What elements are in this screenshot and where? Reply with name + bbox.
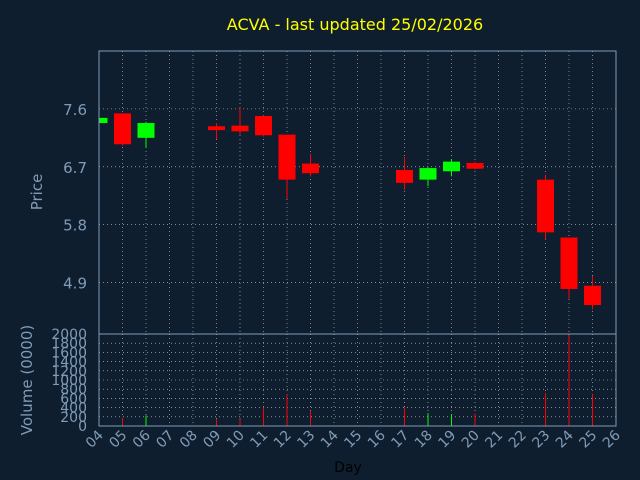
candle-body bbox=[99, 117, 108, 124]
frame-layer bbox=[98, 50, 617, 427]
chart-title: ACVA - last updated 25/02/2026 bbox=[227, 15, 483, 34]
volume-tick-label: 1200 bbox=[51, 364, 87, 380]
candle-body bbox=[255, 115, 272, 136]
candle-body bbox=[114, 113, 131, 145]
candle-body bbox=[302, 163, 319, 174]
price-tick-label: 7.6 bbox=[63, 101, 87, 119]
volume-tick-label: 1800 bbox=[51, 336, 87, 352]
volume-tick-label: 200 bbox=[60, 410, 87, 426]
volume-tick-label: 0 bbox=[78, 419, 87, 435]
volume-tick-label: 1400 bbox=[51, 355, 87, 371]
candle-body bbox=[466, 162, 484, 169]
price-tick-label: 5.8 bbox=[63, 217, 87, 235]
price-tick-label: 6.7 bbox=[63, 159, 87, 177]
volume-panel-frame bbox=[98, 333, 617, 427]
candle-body bbox=[584, 285, 601, 306]
tick-label-layer: 4.9 5.8 6.7 7.6 0200400600800100012001400160… bbox=[51, 101, 624, 452]
candle-body bbox=[137, 123, 155, 138]
candle-body bbox=[443, 161, 460, 172]
candle-body bbox=[419, 168, 437, 180]
price-tick-label: 4.9 bbox=[63, 275, 87, 293]
price-axis-label: Price bbox=[28, 174, 46, 211]
candle-body bbox=[208, 126, 225, 131]
volume-tick-label: 400 bbox=[60, 401, 87, 417]
candle-body bbox=[396, 169, 413, 183]
candle-body bbox=[278, 134, 296, 180]
candle-body bbox=[231, 125, 249, 132]
marks-layer bbox=[98, 107, 601, 426]
volume-tick-label: 1000 bbox=[51, 373, 87, 389]
candle-body bbox=[560, 237, 578, 289]
volume-tick-label: 800 bbox=[60, 382, 87, 398]
candle-body bbox=[537, 179, 554, 233]
volume-tick-label: 2000 bbox=[51, 327, 87, 343]
volume-tick-label: 600 bbox=[60, 391, 87, 407]
volume-tick-label: 1600 bbox=[51, 345, 87, 361]
x-axis-label: Day bbox=[334, 460, 362, 476]
volume-axis-label: Volume (0000) bbox=[18, 325, 36, 435]
